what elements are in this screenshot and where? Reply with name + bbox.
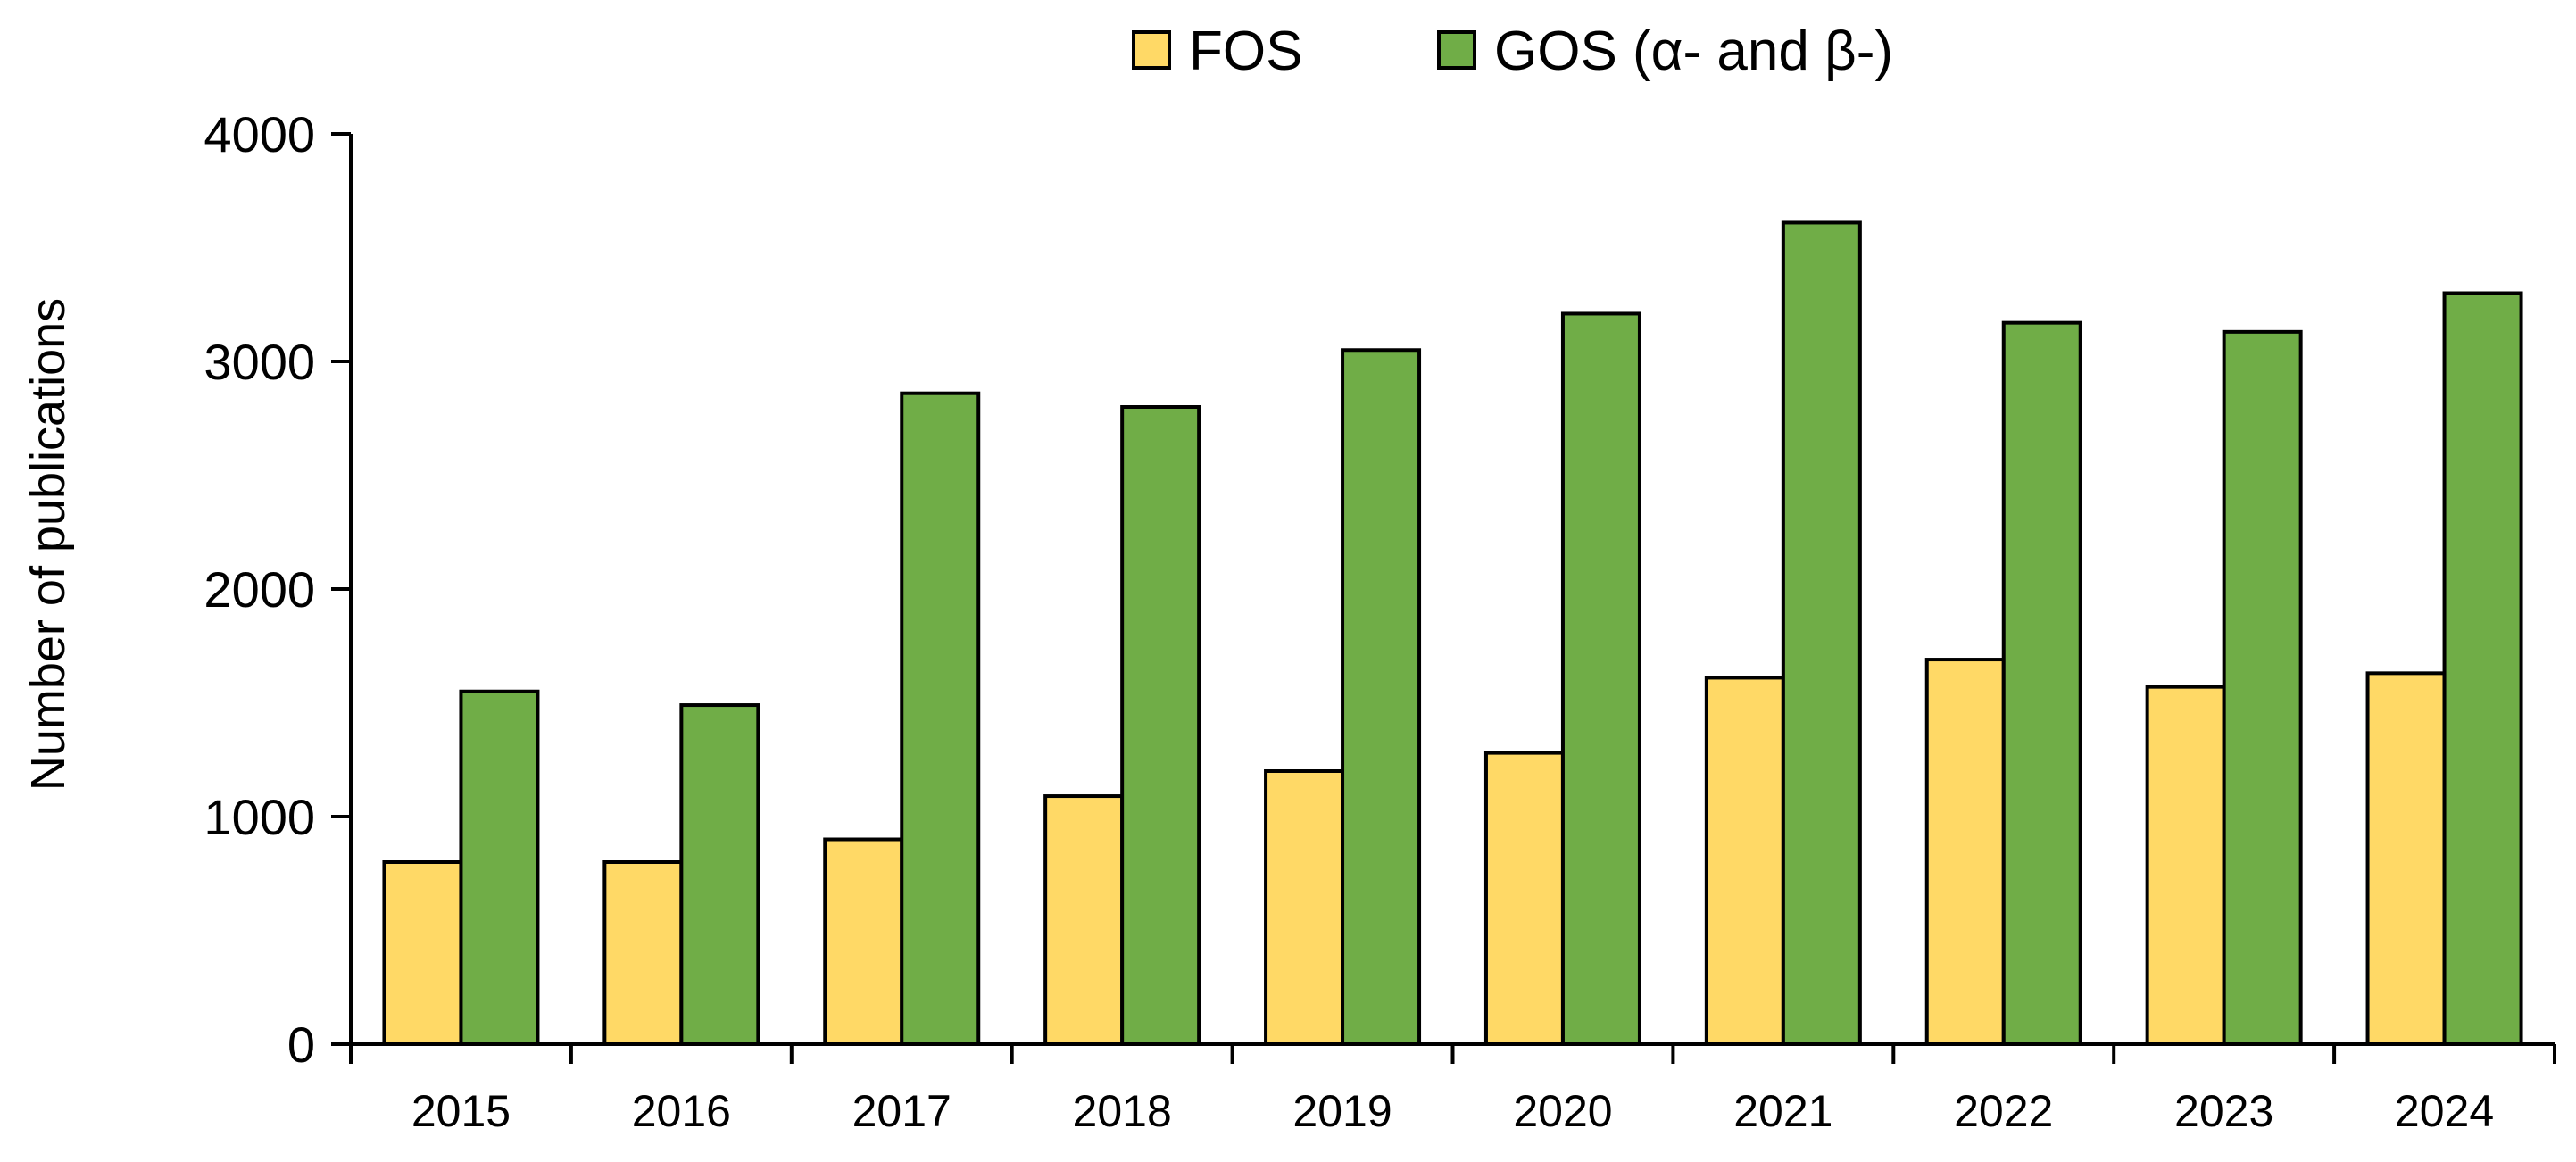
bars-group bbox=[382, 220, 2523, 1047]
y-axis-title: Number of publications bbox=[21, 298, 75, 791]
y-tick-label: 4000 bbox=[204, 106, 315, 162]
bar-fos-2021 bbox=[1704, 676, 1785, 1046]
bar-fos-2016 bbox=[602, 860, 684, 1046]
x-tick-label: 2022 bbox=[1954, 1086, 2053, 1136]
legend-label-gos: GOS (α- and β-) bbox=[1494, 21, 1893, 82]
bar-fos-2019 bbox=[1264, 769, 1345, 1046]
x-tick-label: 2018 bbox=[1073, 1086, 1172, 1136]
bar-fos-2022 bbox=[1924, 658, 2006, 1046]
bar-gos-2017 bbox=[900, 391, 981, 1046]
bar-gos-2015 bbox=[459, 689, 540, 1046]
bar-gos-2016 bbox=[679, 703, 760, 1046]
bar-gos-2022 bbox=[2001, 320, 2082, 1046]
y-tick-label: 3000 bbox=[204, 334, 315, 390]
x-tick-label: 2021 bbox=[1733, 1086, 1832, 1136]
bar-gos-2020 bbox=[1560, 311, 1641, 1046]
x-tick-label: 2020 bbox=[1513, 1086, 1612, 1136]
bar-fos-2023 bbox=[2145, 685, 2226, 1047]
bar-fos-2024 bbox=[2365, 671, 2447, 1046]
bar-gos-2021 bbox=[1781, 220, 1862, 1046]
y-tick-label: 1000 bbox=[204, 789, 315, 845]
legend-swatch-fos bbox=[1132, 30, 1171, 70]
bar-fos-2015 bbox=[382, 860, 463, 1046]
x-tick-label: 2024 bbox=[2395, 1086, 2494, 1136]
bar-fos-2018 bbox=[1043, 794, 1125, 1046]
x-tick-label: 2015 bbox=[411, 1086, 511, 1136]
bar-gos-2018 bbox=[1120, 405, 1201, 1046]
ticks-group: 0 1000 2000 3000 4000 2015 2016 2017 2018 2019 202… bbox=[204, 106, 2556, 1136]
legend: FOS GOS (α- and β-) bbox=[1132, 21, 1893, 82]
bar-fos-2017 bbox=[823, 837, 904, 1046]
bar-gos-2023 bbox=[2222, 329, 2303, 1047]
y-tick-label: 2000 bbox=[204, 561, 315, 618]
x-tick-label: 2016 bbox=[632, 1086, 731, 1136]
y-tick-label: 0 bbox=[287, 1017, 315, 1073]
x-tick-label: 2019 bbox=[1292, 1086, 1392, 1136]
legend-label-fos: FOS bbox=[1189, 21, 1302, 82]
legend-swatch-gos bbox=[1437, 30, 1476, 70]
bar-gos-2024 bbox=[2442, 291, 2523, 1046]
x-tick-label: 2017 bbox=[852, 1086, 951, 1136]
bar-fos-2020 bbox=[1483, 751, 1565, 1046]
bar-gos-2019 bbox=[1341, 348, 1422, 1046]
x-tick-label: 2023 bbox=[2174, 1086, 2273, 1136]
